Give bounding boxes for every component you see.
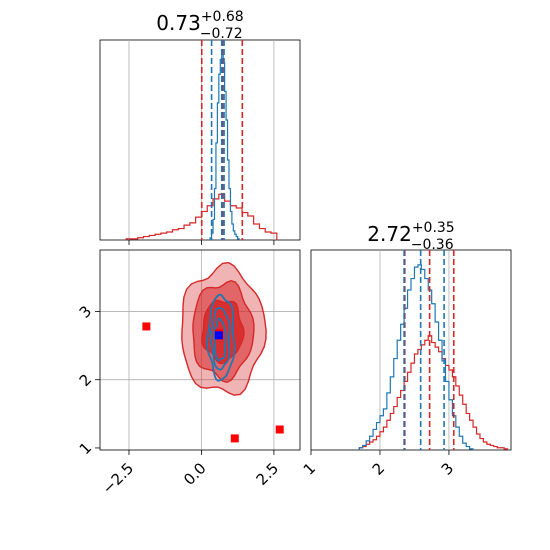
hist-x-quantiles: [200, 40, 244, 240]
hist-x-title-sub: −0.72: [200, 26, 243, 42]
scatter-contours: [181, 261, 267, 396]
hist-x-title: 0.73+0.68 −0.72: [156, 9, 243, 42]
blue-contour-2: [212, 317, 228, 362]
hist-y-frame: [310, 249, 512, 451]
hist-y-title: 2.72+0.35 −0.36: [367, 220, 454, 253]
hist-x-frame: [99, 39, 301, 241]
scatter-xtick-label: 0.0: [180, 459, 210, 489]
scatter-xtick-label: −2.5: [99, 459, 137, 497]
hist-x-ticks: [128, 240, 275, 245]
hist-y-series-1: [358, 264, 474, 450]
hist-y-xtick-label: 2: [369, 459, 388, 478]
red-marker: [230, 434, 239, 443]
hist-y-quantiles: [403, 250, 455, 450]
hist-y-title-sup: +0.35: [412, 220, 455, 236]
blue-contour-1: [209, 307, 231, 371]
scatter-markers: [142, 322, 284, 443]
blue-contour-0: [206, 293, 236, 382]
scatter-ytick-label: 2: [76, 371, 95, 390]
red-marker: [275, 425, 284, 434]
scatter-ytick-label: 1: [76, 439, 95, 458]
scatter-panel: −2.5 0.0 2.5 1 2 3: [76, 249, 301, 498]
hist-y-xtick-label: 3: [438, 459, 457, 478]
scatter-ytick-label: 3: [76, 302, 95, 321]
hist-y-title-sub: −0.36: [411, 237, 454, 253]
scatter-frame: [99, 249, 301, 451]
hist-y-xtick-label: 1: [300, 459, 319, 478]
scatter-xtick-label: 2.5: [253, 459, 283, 489]
red-marker: [142, 322, 151, 331]
hist-y-series-0: [358, 335, 509, 450]
hist-y-ticks: 1 2 3: [300, 450, 457, 479]
hist-x-panel: 0.73+0.68 −0.72: [99, 9, 301, 245]
blue-marker: [214, 331, 223, 340]
hist-x-title-value: 0.73: [156, 11, 201, 35]
hist-y-panel: 1 2 3 2.72+0.35 −0.36: [300, 220, 512, 479]
hist-y-series: [358, 264, 509, 450]
hist-x-title-sup: +0.68: [201, 9, 244, 25]
hist-y-title-value: 2.72: [367, 222, 412, 246]
